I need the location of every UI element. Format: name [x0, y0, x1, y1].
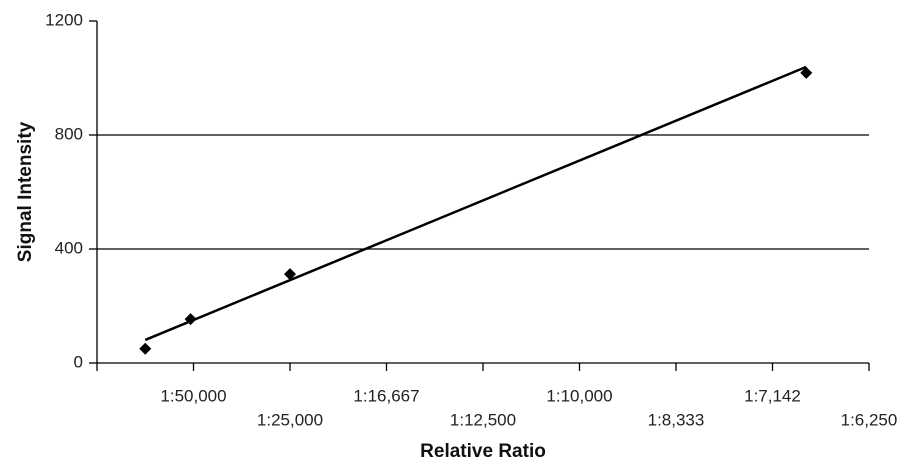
x-tick-label: 1:10,000 — [546, 386, 612, 405]
y-tick-label: 0 — [74, 352, 83, 371]
x-axis-label: Relative Ratio — [420, 441, 546, 462]
data-point — [184, 313, 197, 326]
x-tick-label: 1:50,000 — [160, 386, 226, 405]
x-tick-label: 1:6,250 — [841, 410, 898, 429]
trend-line — [144, 65, 807, 342]
data-point — [800, 66, 813, 79]
x-tick-label: 1:25,000 — [257, 410, 323, 429]
x-tick-label: 1:16,667 — [353, 386, 419, 405]
x-tick-label: 1:7,142 — [744, 386, 801, 405]
data-point — [139, 342, 152, 355]
y-tick-label: 800 — [55, 124, 83, 143]
y-tick-label: 1200 — [45, 10, 83, 29]
data-point — [284, 268, 296, 281]
y-tick-label: 400 — [55, 238, 83, 257]
y-axis-label: Signal Intensity — [15, 121, 36, 262]
x-tick-label: 1:8,333 — [648, 410, 705, 429]
x-tick-label: 1:12,500 — [450, 410, 516, 429]
